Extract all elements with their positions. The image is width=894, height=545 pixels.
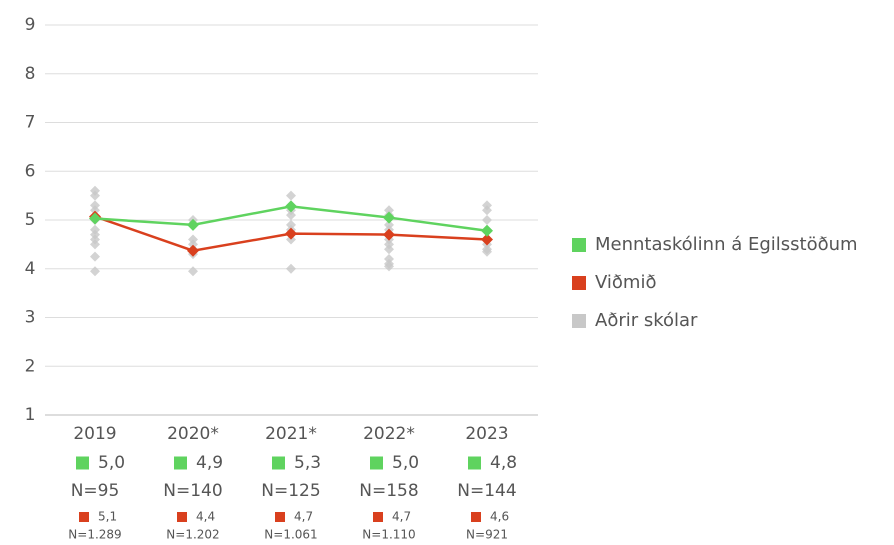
y-tick-label: 3: [25, 308, 36, 328]
n-label: N=1.061: [264, 528, 317, 542]
legend-swatch: [572, 276, 586, 290]
value-swatch: [177, 512, 187, 522]
other-school-point: [286, 263, 296, 274]
n-label: N=125: [261, 481, 320, 501]
x-tick-label: 2023: [465, 424, 508, 444]
legend-label: Viðmið: [595, 272, 656, 293]
value-label: 5,3: [294, 453, 321, 473]
other-school-point: [90, 190, 100, 201]
other-school-point: [482, 205, 492, 216]
x-tick-label: 2021*: [265, 424, 317, 444]
value-swatch: [373, 512, 383, 522]
x-tick-label: 2022*: [363, 424, 415, 444]
value-label: 5,0: [392, 453, 419, 473]
legend-swatch: [572, 238, 586, 252]
other-school-point: [90, 205, 100, 216]
other-school-point: [188, 266, 198, 277]
value-swatch: [468, 456, 481, 470]
series-point: [187, 218, 199, 231]
value-swatch: [471, 512, 481, 522]
legend-label: Menntaskólinn á Egilsstöðum: [595, 234, 858, 255]
other-school-point: [90, 239, 100, 250]
other-school-point: [482, 246, 492, 257]
series-point: [481, 233, 493, 246]
y-tick-label: 5: [25, 210, 36, 230]
y-tick-label: 2: [25, 356, 36, 376]
series-point: [89, 212, 101, 225]
n-label: N=1.289: [68, 528, 121, 542]
value-label: 4,4: [196, 510, 215, 524]
y-tick-label: 8: [25, 64, 36, 84]
value-swatch: [174, 456, 187, 470]
y-tick-label: 7: [25, 113, 36, 133]
x-tick-label: 2019: [73, 424, 116, 444]
value-label: 4,7: [392, 510, 411, 524]
value-swatch: [275, 512, 285, 522]
value-label: 5,1: [98, 510, 117, 524]
legend-swatch: [572, 314, 586, 328]
series-point: [383, 211, 395, 224]
series-point: [383, 228, 395, 241]
other-school-point: [90, 266, 100, 277]
n-label: N=140: [163, 481, 222, 501]
series-point: [285, 200, 297, 213]
value-swatch: [272, 456, 285, 470]
value-swatch: [79, 512, 89, 522]
other-school-point: [90, 251, 100, 262]
value-label: 4,8: [490, 453, 517, 473]
other-school-point: [482, 215, 492, 225]
series-point: [187, 244, 199, 257]
x-tick-label: 2020*: [167, 424, 219, 444]
y-tick-label: 6: [25, 161, 36, 181]
n-label: N=95: [71, 481, 120, 501]
n-label: N=158: [359, 481, 418, 501]
other-school-point: [286, 210, 296, 221]
legend-label: Aðrir skólar: [595, 310, 698, 331]
series-point: [481, 224, 493, 237]
series-point: [285, 227, 297, 240]
n-label: N=144: [457, 481, 516, 501]
n-label: N=1.110: [362, 528, 415, 542]
n-label: N=1.202: [166, 528, 219, 542]
value-swatch: [370, 456, 383, 470]
y-tick-label: 4: [25, 259, 36, 279]
other-school-point: [384, 261, 394, 272]
value-swatch: [76, 456, 89, 470]
value-label: 5,0: [98, 453, 125, 473]
y-tick-label: 1: [25, 405, 36, 425]
other-school-point: [384, 244, 394, 255]
value-label: 4,9: [196, 453, 223, 473]
value-label: 4,6: [490, 510, 509, 524]
value-label: 4,7: [294, 510, 313, 524]
n-label: N=921: [466, 528, 508, 542]
other-school-point: [286, 190, 296, 201]
y-tick-label: 9: [25, 15, 36, 35]
